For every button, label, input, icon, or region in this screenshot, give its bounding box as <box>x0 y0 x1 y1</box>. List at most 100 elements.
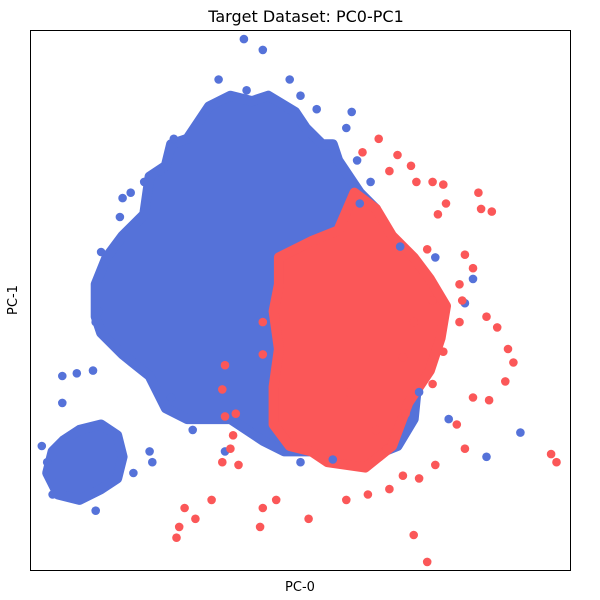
blue-point-17 <box>91 317 100 327</box>
red-point-12 <box>487 207 497 216</box>
blue-point-32 <box>296 457 305 467</box>
blue-point-43 <box>355 199 365 208</box>
red-point-45 <box>191 514 200 524</box>
blue-point-19 <box>58 371 67 381</box>
red-point-16 <box>457 296 467 305</box>
x-axis-label: PC-0 <box>285 580 315 595</box>
red-point-25 <box>452 420 462 429</box>
red-point-42 <box>180 503 189 513</box>
red-series-points <box>172 134 561 567</box>
red-point-54 <box>552 457 561 467</box>
red-point-28 <box>414 474 424 483</box>
red-point-20 <box>503 344 513 354</box>
red-point-18 <box>482 312 491 322</box>
red-point-55 <box>422 557 432 567</box>
blue-point-27 <box>148 457 157 467</box>
red-point-15 <box>455 280 464 289</box>
blue-point-10 <box>156 166 165 176</box>
red-point-58 <box>428 379 437 389</box>
red-point-17 <box>455 317 464 327</box>
plot-area <box>37 34 561 567</box>
red-point-44 <box>172 533 181 542</box>
red-point-51 <box>258 317 268 327</box>
red-point-35 <box>258 503 268 513</box>
red-point-13 <box>460 250 470 259</box>
blue-point-11 <box>139 177 149 187</box>
blue-point-23 <box>42 457 52 467</box>
blue-point-2 <box>214 75 223 84</box>
red-point-22 <box>501 377 510 386</box>
red-point-23 <box>484 395 494 405</box>
red-point-21 <box>509 358 518 367</box>
red-point-0 <box>358 148 367 157</box>
red-point-32 <box>342 495 351 505</box>
red-point-56 <box>344 387 354 397</box>
blue-point-25 <box>91 506 100 515</box>
red-point-1 <box>374 134 384 144</box>
red-point-3 <box>393 150 402 160</box>
red-point-53 <box>546 449 556 459</box>
blue-point-28 <box>129 468 138 478</box>
red-point-64 <box>382 444 392 454</box>
blue-point-4 <box>285 75 295 84</box>
blue-point-35 <box>482 452 491 462</box>
red-point-37 <box>234 460 243 470</box>
red-point-63 <box>428 296 437 305</box>
red-point-27 <box>431 460 440 470</box>
red-point-46 <box>220 412 230 421</box>
blue-point-7 <box>347 107 357 117</box>
red-point-4 <box>406 161 416 171</box>
blue-point-30 <box>188 425 197 435</box>
blue-point-6 <box>312 104 322 114</box>
red-point-14 <box>468 263 478 273</box>
blue-point-24 <box>48 490 57 499</box>
red-point-33 <box>304 514 313 524</box>
blue-point-21 <box>58 398 67 408</box>
red-point-62 <box>422 245 432 254</box>
blue-point-0 <box>239 34 249 44</box>
blue-point-8 <box>342 123 351 133</box>
red-point-5 <box>412 177 421 187</box>
red-cluster-main <box>268 187 451 473</box>
red-point-49 <box>231 409 241 419</box>
red-point-39 <box>228 431 238 440</box>
red-point-38 <box>226 444 235 454</box>
red-point-47 <box>218 385 227 394</box>
red-point-6 <box>428 177 437 187</box>
red-point-52 <box>409 530 419 540</box>
red-point-41 <box>207 495 216 505</box>
red-point-31 <box>363 490 373 499</box>
blue-point-9 <box>169 134 179 144</box>
blue-point-26 <box>145 447 154 456</box>
y-axis-label: PC-1 <box>6 285 21 315</box>
blue-point-18 <box>72 369 82 378</box>
blue-point-39 <box>468 274 478 284</box>
blue-point-33 <box>328 455 338 464</box>
red-point-10 <box>474 188 483 197</box>
chart-title: Target Dataset: PC0-PC1 <box>207 7 404 26</box>
plot-frame <box>30 30 571 571</box>
red-point-61 <box>409 317 419 327</box>
red-point-29 <box>398 471 408 481</box>
red-point-48 <box>220 360 230 370</box>
red-point-26 <box>460 444 470 454</box>
blue-point-14 <box>115 212 125 222</box>
blue-point-42 <box>366 177 375 187</box>
red-point-40 <box>218 457 227 467</box>
red-point-2 <box>385 166 394 176</box>
red-point-34 <box>271 495 281 505</box>
red-point-9 <box>433 210 443 219</box>
red-point-50 <box>258 350 268 359</box>
blue-point-1 <box>258 45 268 55</box>
blue-point-36 <box>444 414 454 424</box>
blue-point-37 <box>414 387 424 397</box>
red-point-7 <box>439 180 448 189</box>
red-point-11 <box>476 204 486 214</box>
red-point-59 <box>439 347 448 357</box>
red-point-57 <box>401 409 410 419</box>
blue-point-13 <box>118 193 127 203</box>
red-point-60 <box>398 352 408 362</box>
red-point-43 <box>174 522 184 532</box>
blue-point-5 <box>296 91 305 100</box>
